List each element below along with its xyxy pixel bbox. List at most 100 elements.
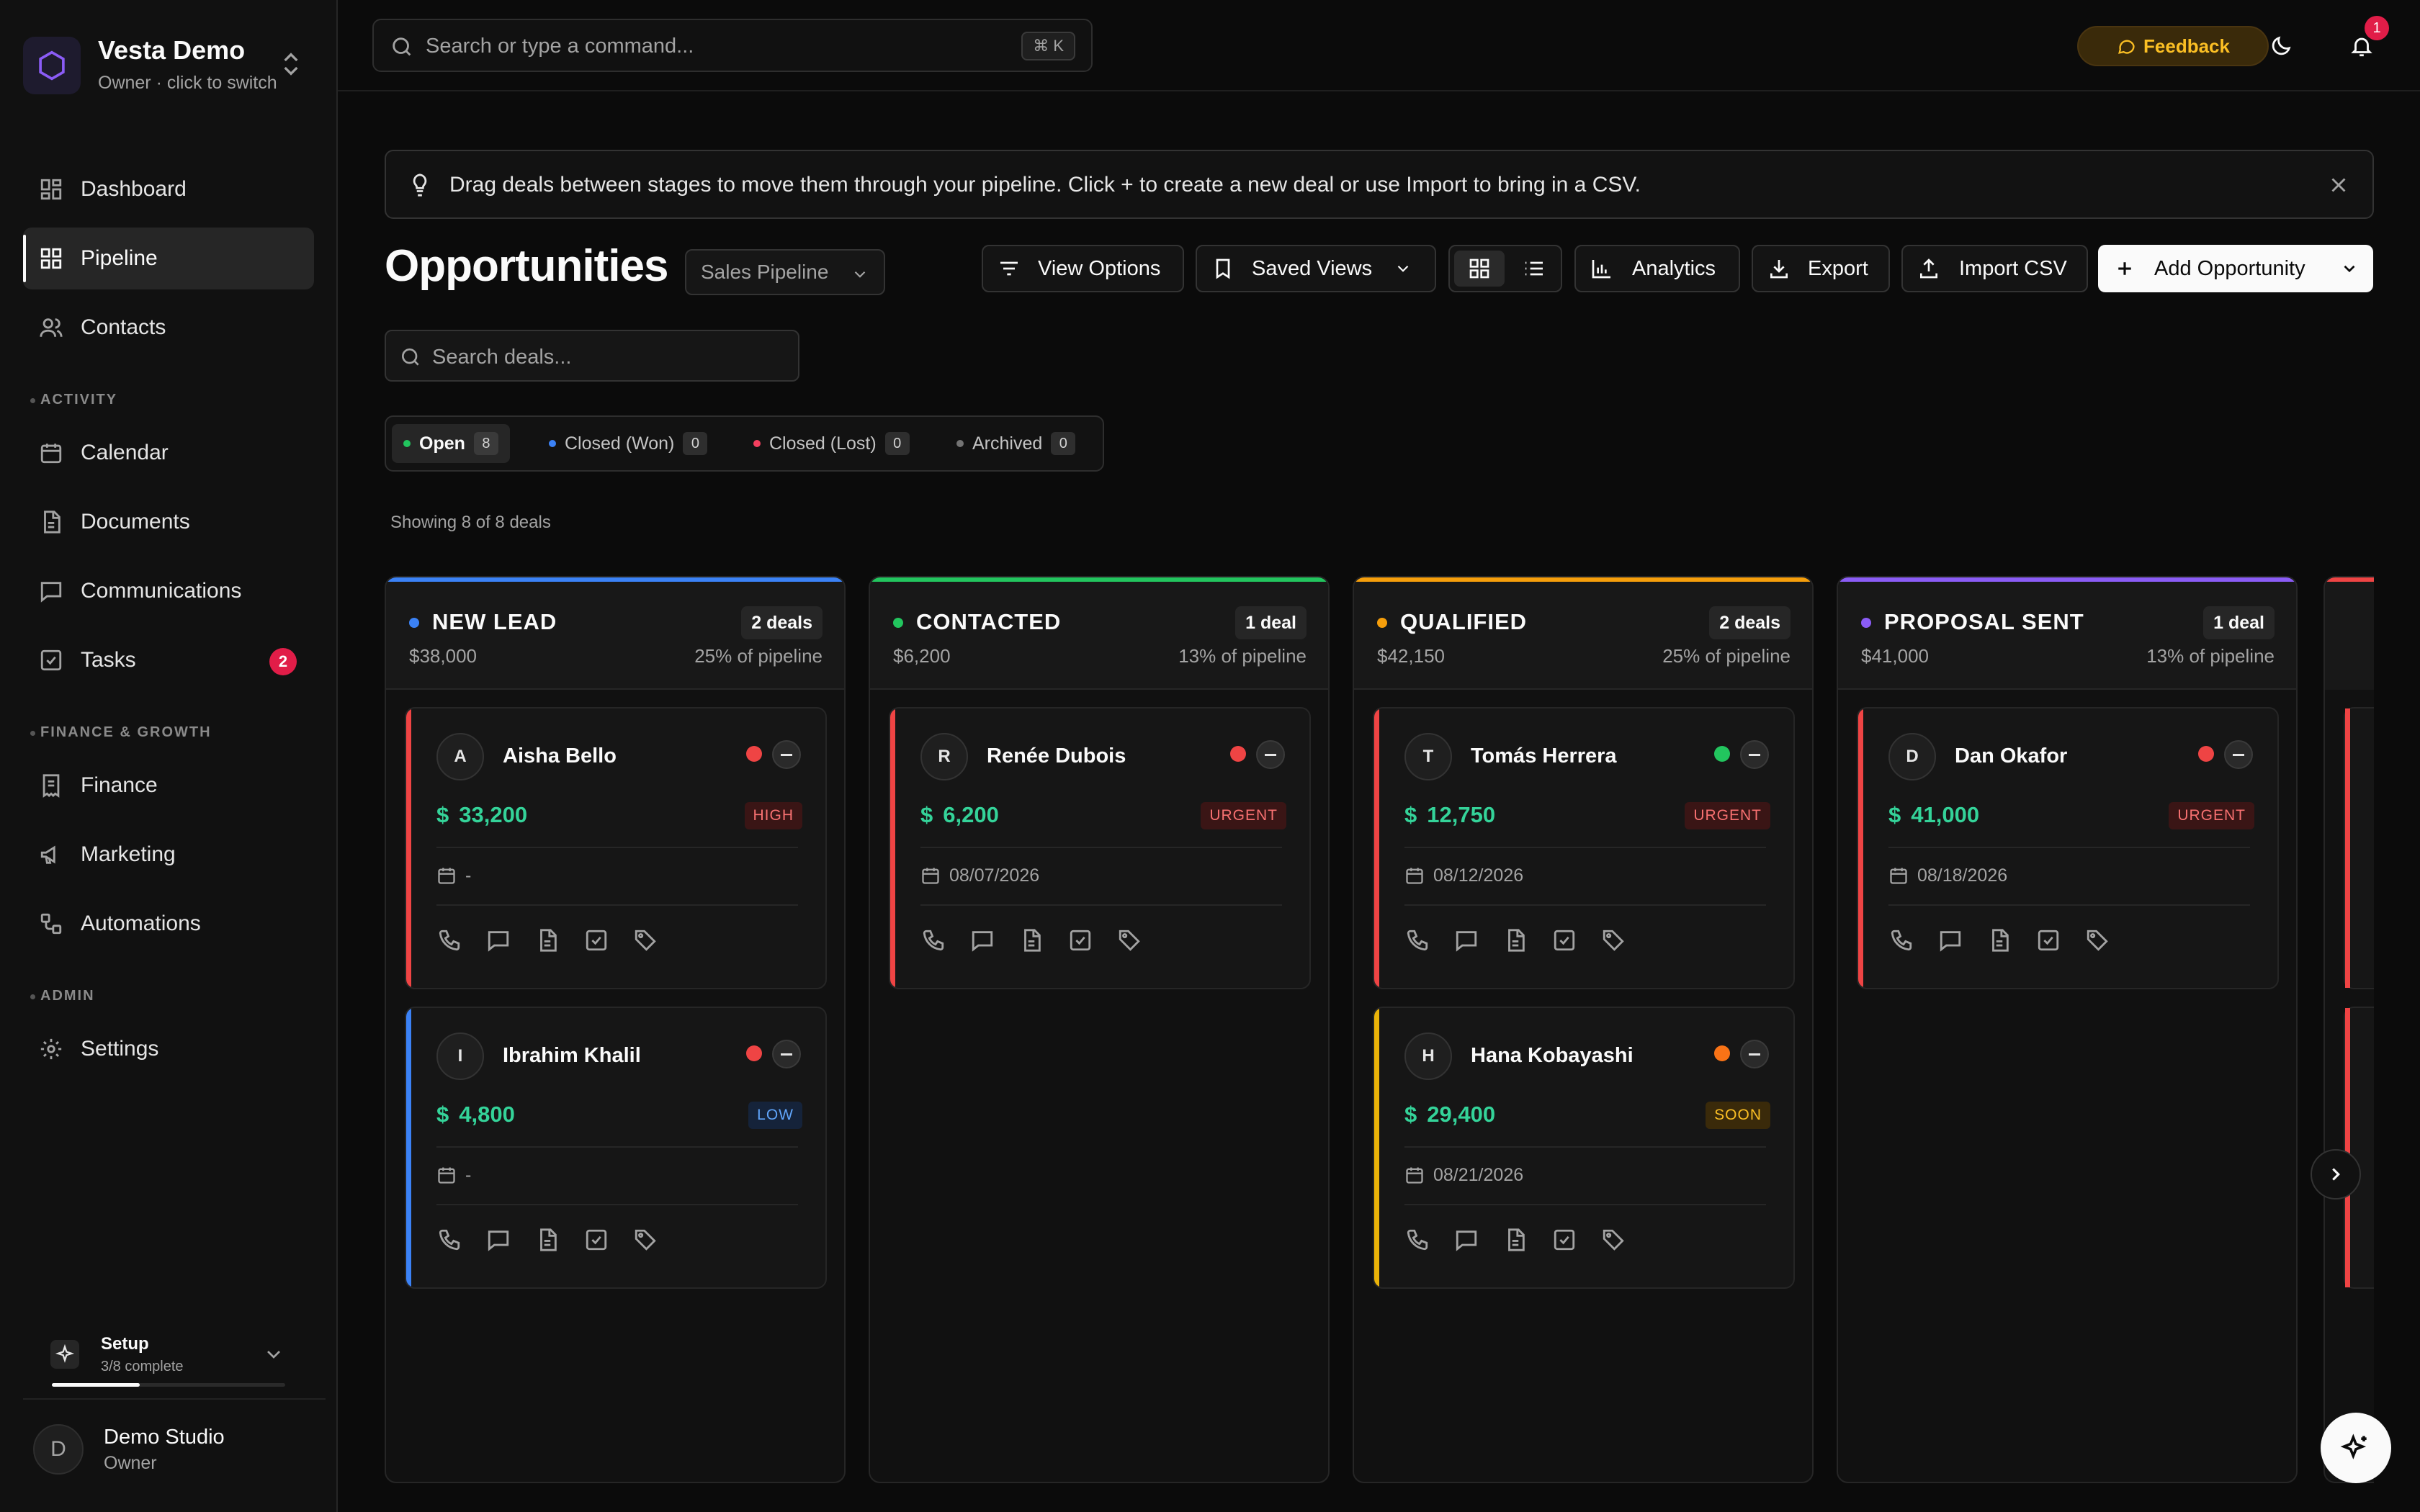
- tab-open[interactable]: Open 8: [392, 424, 510, 463]
- check-square-action-button[interactable]: [583, 1227, 609, 1253]
- command-search-input[interactable]: Search or type a command... ⌘ K: [372, 19, 1093, 72]
- bookmark-icon: [1216, 258, 1230, 279]
- phone-action-button[interactable]: [1404, 927, 1430, 953]
- list-view-button[interactable]: [1509, 251, 1559, 287]
- document-action-button[interactable]: [1502, 927, 1528, 953]
- message-square-action-button[interactable]: [1453, 927, 1479, 953]
- sidebar-item-automations[interactable]: Automations: [23, 893, 314, 955]
- sidebar-item-tasks[interactable]: Tasks 2: [23, 629, 314, 691]
- tab-closed-lost[interactable]: Closed (Lost) 0: [742, 424, 921, 463]
- chevron-down-icon: [1397, 265, 1409, 272]
- collapse-card-button[interactable]: [1740, 740, 1769, 769]
- phone-action-button[interactable]: [436, 1227, 462, 1253]
- tag-action-button[interactable]: [632, 1227, 658, 1253]
- phone-action-button[interactable]: [436, 927, 462, 953]
- tab-label: Closed (Lost): [769, 433, 877, 454]
- analytics-button[interactable]: Analytics: [1574, 245, 1740, 292]
- ai-assistant-button[interactable]: [2321, 1413, 2391, 1483]
- deal-amount-value: 33,200: [459, 802, 528, 827]
- view-options-button[interactable]: View Options: [982, 245, 1184, 292]
- document-action-button[interactable]: [1502, 1227, 1528, 1253]
- feedback-button[interactable]: Feedback: [2077, 26, 2269, 66]
- tab-archived[interactable]: Archived 0: [945, 424, 1087, 463]
- tag-action-button[interactable]: [632, 927, 658, 953]
- sidebar-item-settings[interactable]: Settings: [23, 1018, 314, 1080]
- document-action-button[interactable]: [534, 1227, 560, 1253]
- tab-count: 8: [473, 432, 498, 455]
- check-square-icon: [586, 930, 607, 951]
- tag-action-button[interactable]: [1600, 927, 1626, 953]
- tag-action-button[interactable]: [1600, 1227, 1626, 1253]
- chevron-down-icon[interactable]: [2340, 259, 2359, 278]
- sidebar-item-calendar[interactable]: Calendar: [23, 422, 314, 484]
- deal-card[interactable]: I Ibrahim Khalil $4,800 LOW -: [405, 1007, 827, 1289]
- export-label: Export: [1808, 256, 1868, 280]
- setup-progress-text: 3/8 complete: [101, 1359, 184, 1374]
- sidebar: Vesta Demo Owner · click to switch Dashb…: [0, 0, 338, 1512]
- saved-views-button[interactable]: Saved Views: [1196, 245, 1436, 292]
- document-action-button[interactable]: [1986, 927, 2012, 953]
- document-icon: [1024, 929, 1041, 952]
- sidebar-item-label: Settings: [81, 1037, 159, 1061]
- close-icon[interactable]: [2326, 173, 2351, 197]
- message-square-action-button[interactable]: [1937, 927, 1963, 953]
- deal-amount: $29,400: [1404, 1102, 1495, 1128]
- workspace-switcher[interactable]: Vesta Demo Owner · click to switch: [23, 32, 326, 97]
- user-profile[interactable]: D Demo Studio Owner: [23, 1398, 326, 1499]
- search-icon: [402, 348, 419, 366]
- topbar: Search or type a command... ⌘ K Feedback…: [338, 0, 2420, 91]
- scroll-right-button[interactable]: [2311, 1149, 2361, 1200]
- check-square-action-button[interactable]: [2035, 927, 2061, 953]
- message-square-icon: [1940, 931, 1961, 952]
- message-square-action-button[interactable]: [485, 927, 511, 953]
- sidebar-item-communications[interactable]: Communications: [23, 560, 314, 622]
- collapse-card-button[interactable]: [2224, 740, 2253, 769]
- document-action-button[interactable]: [1018, 927, 1044, 953]
- sidebar-item-marketing[interactable]: Marketing: [23, 824, 314, 886]
- collapse-card-button[interactable]: [772, 740, 801, 769]
- sidebar-item-finance[interactable]: Finance: [23, 755, 314, 816]
- check-square-action-button[interactable]: [583, 927, 609, 953]
- sidebar-item-documents[interactable]: Documents: [23, 491, 314, 553]
- collapse-card-button[interactable]: [1256, 740, 1285, 769]
- add-opportunity-button[interactable]: Add Opportunity: [2098, 245, 2373, 292]
- message-square-action-button[interactable]: [1453, 1227, 1479, 1253]
- sidebar-item-contacts[interactable]: Contacts: [23, 297, 314, 359]
- import-csv-button[interactable]: Import CSV: [1901, 245, 2088, 292]
- board-view-button[interactable]: [1454, 251, 1505, 287]
- theme-toggle-button[interactable]: [2259, 24, 2303, 68]
- deal-card[interactable]: A Aisha Bello $33,200 HIGH -: [405, 707, 827, 989]
- workflow-icon: [40, 913, 62, 935]
- notifications-button[interactable]: 1: [2340, 16, 2389, 68]
- phone-action-button[interactable]: [1888, 927, 1914, 953]
- tab-closed-won[interactable]: Closed (Won) 0: [537, 424, 719, 463]
- deal-card[interactable]: H Hana Kobayashi $29,400 SOON 08/21/2026: [1373, 1007, 1795, 1289]
- check-square-action-button[interactable]: [1551, 927, 1577, 953]
- sidebar-item-pipeline[interactable]: Pipeline: [23, 228, 314, 289]
- search-deals-input[interactable]: Search deals...: [385, 330, 799, 382]
- pipeline-select[interactable]: Sales Pipeline: [685, 249, 885, 295]
- deal-contact-name: Ibrahim Khalil: [503, 1044, 641, 1067]
- deal-card[interactable]: T Tomás Herrera $12,750 URGENT 08/12/2026: [1373, 707, 1795, 989]
- tag-action-button[interactable]: [1116, 927, 1142, 953]
- deal-card[interactable]: R Renée Dubois $6,200 URGENT 08/07/2026: [889, 707, 1311, 989]
- deal-amount-value: 12,750: [1427, 802, 1496, 827]
- calendar-icon: [438, 868, 455, 884]
- deal-card[interactable]: D Dan Okafor $41,000 URGENT 08/18/2026: [1857, 707, 2279, 989]
- collapse-card-button[interactable]: [772, 1040, 801, 1068]
- message-square-action-button[interactable]: [485, 1227, 511, 1253]
- priority-dot: [1230, 746, 1246, 762]
- check-square-action-button[interactable]: [1067, 927, 1093, 953]
- export-button[interactable]: Export: [1752, 245, 1890, 292]
- collapse-card-button[interactable]: [1740, 1040, 1769, 1068]
- sidebar-item-label: Contacts: [81, 315, 166, 339]
- message-square-action-button[interactable]: [969, 927, 995, 953]
- sidebar-item-dashboard[interactable]: Dashboard: [23, 158, 314, 220]
- setup-progress[interactable]: Setup 3/8 complete: [46, 1328, 291, 1387]
- phone-action-button[interactable]: [920, 927, 946, 953]
- phone-action-button[interactable]: [1404, 1227, 1430, 1253]
- check-square-action-button[interactable]: [1551, 1227, 1577, 1253]
- tag-action-button[interactable]: [2084, 927, 2110, 953]
- column-total-amount: $42,150: [1377, 645, 1445, 667]
- document-action-button[interactable]: [534, 927, 560, 953]
